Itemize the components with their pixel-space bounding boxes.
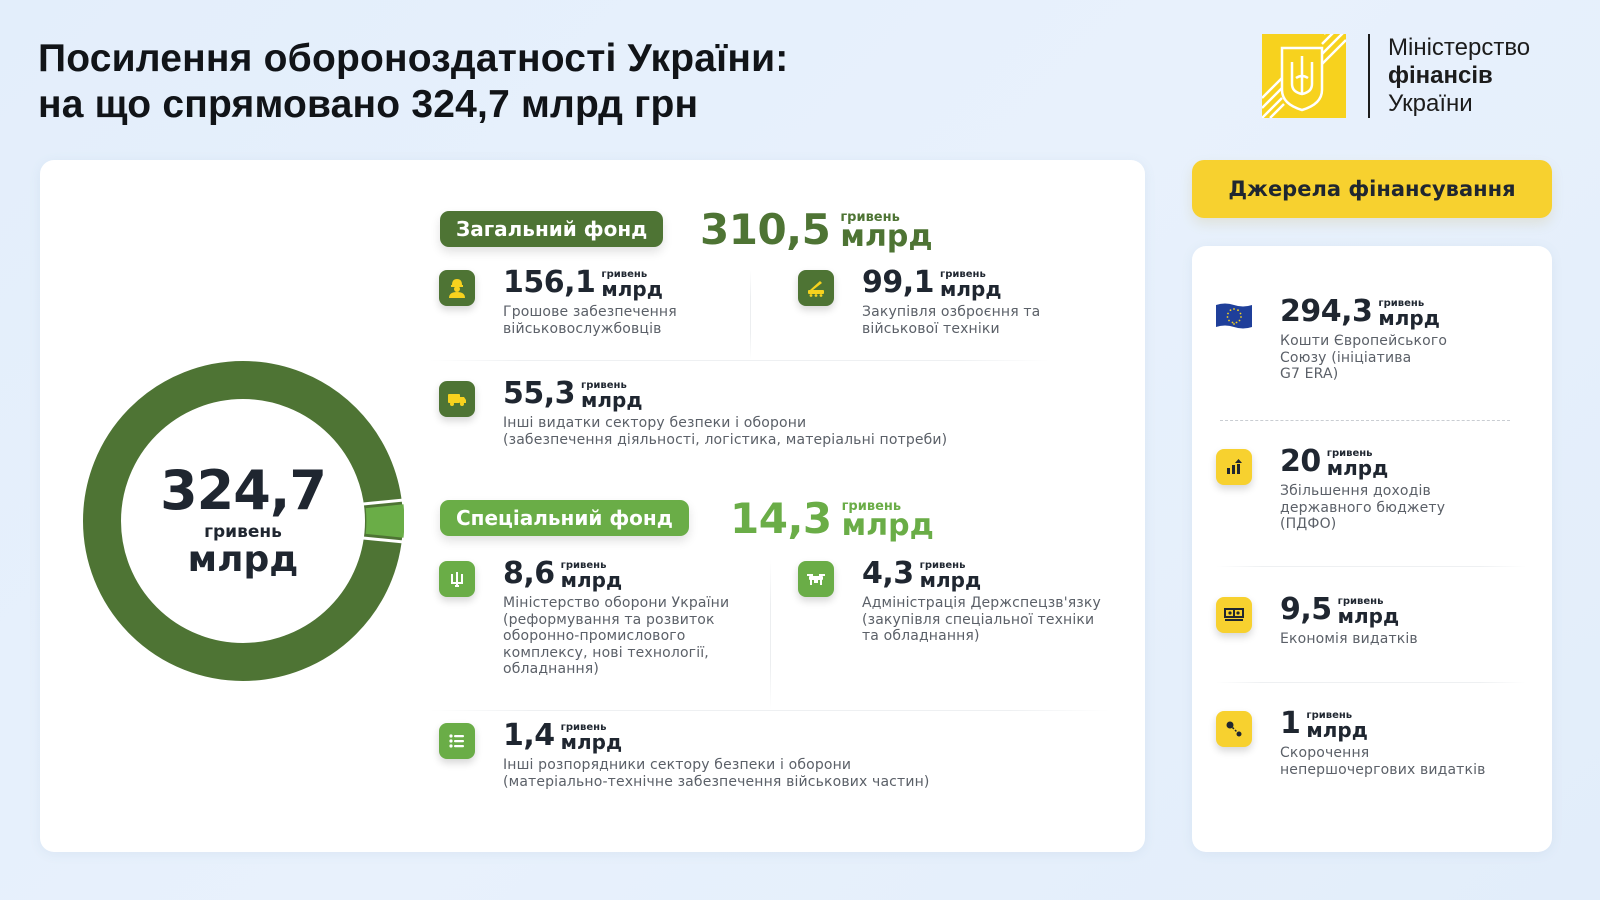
funding-sources-card: 294,3 гривень млрд Кошти Європейського Сою…: [1192, 246, 1552, 852]
logo-divider: [1368, 34, 1370, 118]
general-fund-item-salaries: 156,1 гривень млрд Грошове забезпечення ві…: [439, 267, 677, 337]
special-fund-item-dsszzi: 4,3 гривень млрд Адміністрація Держспецзв'…: [798, 558, 1101, 645]
ministry-name: Міністерство фінансів України: [1388, 34, 1531, 117]
funding-sources-header: Джерела фінансування: [1192, 160, 1552, 218]
donut-total: 324,7 гривень млрд: [160, 459, 327, 580]
divider: [1216, 682, 1526, 683]
cut-link-icon: [1216, 711, 1252, 747]
page-title-line2: на що спрямовано 324,7 млрд грн: [38, 83, 699, 126]
page-title: Посилення обороноздатності України: на щ…: [38, 36, 788, 128]
rocket-launcher-icon: [798, 270, 834, 306]
drone-icon: [798, 561, 834, 597]
donut-chart: [83, 361, 404, 681]
special-fund-item-mod: 8,6 гривень млрд Міністерство оборони Укра…: [439, 558, 729, 678]
trident-emblem-icon: [1262, 34, 1346, 118]
source-item-pdfo: 20 гривень млрд Збільшення доходів державн…: [1216, 446, 1445, 533]
general-fund-item-other: 55,3 гривень млрд Інші видатки сектору без…: [439, 378, 947, 448]
special-fund-badge: Спеціальний фонд: [440, 500, 689, 536]
general-fund-total: 310,5 гривень млрд: [700, 205, 933, 254]
eu-flag-icon: [1216, 302, 1252, 330]
special-fund-total: 14,3 гривень млрд: [730, 494, 934, 543]
general-fund-item-weapons: 99,1 гривень млрд Закупівля озброєння та в…: [798, 267, 1040, 337]
divider: [1220, 420, 1510, 421]
divider: [430, 710, 1110, 711]
general-fund-badge: Загальний фонд: [440, 211, 664, 247]
special-fund-item-other: 1,4 гривень млрд Інші розпорядники сектору…: [439, 720, 930, 790]
list-icon: [439, 723, 475, 759]
ministry-logo: Міністерство фінансів України: [1262, 34, 1530, 118]
expenditure-card: 324,7 гривень млрд Загальний фонд 310,5 …: [40, 160, 1145, 852]
soldier-icon: [439, 270, 475, 306]
divider: [430, 360, 1050, 361]
source-item-eu: 294,3 гривень млрд Кошти Європейського Сою…: [1216, 296, 1447, 383]
divider: [770, 560, 771, 710]
divider: [1216, 566, 1526, 567]
trident-icon: [439, 561, 475, 597]
page-title-line1: Посилення обороноздатності України:: [38, 37, 789, 80]
divider: [750, 270, 751, 360]
truck-icon: [439, 381, 475, 417]
money-icon: [1216, 597, 1252, 633]
source-item-savings: 9,5 гривень млрд Економія видатків: [1216, 594, 1418, 648]
growth-chart-icon: [1216, 449, 1252, 485]
source-item-cuts: 1 гривень млрд Скорочення непершочергових …: [1216, 708, 1486, 778]
